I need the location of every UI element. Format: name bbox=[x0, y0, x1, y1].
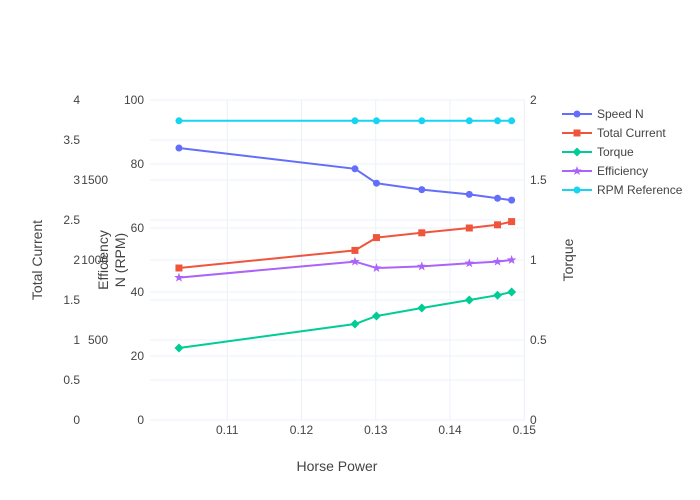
speed-tick-label: 500 bbox=[88, 333, 108, 347]
x-axis-title: Horse Power bbox=[297, 458, 378, 474]
series-total-current bbox=[175, 218, 516, 272]
current-tick-label: 1 bbox=[73, 333, 80, 347]
data-point bbox=[175, 117, 183, 125]
legend-item[interactable]: Efficiency bbox=[562, 164, 648, 178]
torque-tick-label: 2 bbox=[530, 93, 537, 107]
data-point bbox=[465, 190, 473, 198]
current-tick-label: 0 bbox=[73, 413, 80, 427]
legend-marker bbox=[572, 147, 582, 157]
legend-label: Torque bbox=[597, 145, 634, 159]
x-tick-label: 0.13 bbox=[364, 423, 388, 437]
data-point bbox=[418, 229, 426, 237]
torque-axis-title: Torque bbox=[560, 238, 576, 281]
series-torque bbox=[174, 287, 517, 353]
data-point bbox=[351, 165, 359, 173]
data-point bbox=[464, 295, 474, 305]
legend-label: RPM Reference bbox=[597, 183, 683, 197]
legend-item[interactable]: Total Current bbox=[562, 126, 666, 140]
data-point bbox=[351, 246, 359, 254]
data-point bbox=[492, 256, 503, 266]
legend-label: Speed N bbox=[597, 107, 644, 121]
data-point bbox=[494, 194, 502, 202]
data-point bbox=[464, 258, 475, 268]
current-tick-label: 3.5 bbox=[63, 133, 80, 147]
data-point bbox=[372, 179, 380, 187]
data-point bbox=[417, 303, 427, 313]
data-point bbox=[508, 196, 516, 204]
data-point bbox=[506, 255, 517, 265]
data-point bbox=[351, 117, 359, 125]
series-efficiency bbox=[174, 255, 517, 282]
data-point bbox=[494, 221, 502, 229]
data-point bbox=[507, 287, 517, 297]
legend-marker bbox=[573, 186, 581, 194]
current-tick-label: 2.5 bbox=[63, 213, 80, 227]
current-tick-label: 4 bbox=[73, 93, 80, 107]
data-point bbox=[418, 117, 426, 125]
data-point bbox=[174, 272, 184, 282]
efficiency-tick-label: 100 bbox=[124, 93, 144, 107]
x-tick-label: 0.14 bbox=[438, 423, 462, 437]
legend-item[interactable]: Torque bbox=[562, 145, 634, 159]
data-point bbox=[174, 343, 184, 353]
current-tick-label: 1.5 bbox=[63, 293, 80, 307]
legend-item[interactable]: RPM Reference bbox=[562, 183, 683, 197]
speed-tick-label: 1000 bbox=[81, 253, 108, 267]
data-point bbox=[417, 261, 427, 271]
data-point bbox=[494, 117, 502, 125]
legend-label: Total Current bbox=[597, 126, 666, 140]
data-point bbox=[371, 263, 382, 273]
speed-axis-title: N (RPM) bbox=[112, 233, 128, 287]
axes: 0.11 0.12 0.13 0.14 0.1502040608010050010001… bbox=[29, 93, 576, 437]
efficiency-tick-label: 40 bbox=[131, 285, 145, 299]
legend-marker bbox=[573, 110, 581, 118]
current-axis-title: Total Current bbox=[29, 220, 45, 300]
data-point bbox=[350, 319, 360, 329]
data-point bbox=[372, 117, 380, 125]
data-point bbox=[175, 144, 183, 152]
legend-label: Efficiency bbox=[597, 164, 648, 178]
efficiency-tick-label: 80 bbox=[131, 157, 145, 171]
torque-tick-label: 1 bbox=[530, 253, 537, 267]
data-point bbox=[371, 311, 381, 321]
x-tick-label: 0.12 bbox=[290, 423, 314, 437]
legend-item[interactable]: Speed N bbox=[562, 107, 644, 121]
current-tick-label: 0.5 bbox=[63, 373, 80, 387]
series-speed-n bbox=[175, 144, 516, 204]
legend-marker bbox=[572, 166, 582, 176]
speed-tick-label: 1500 bbox=[81, 173, 108, 187]
series-layer bbox=[174, 117, 517, 353]
data-point bbox=[465, 224, 473, 232]
x-tick-label: 0.15 bbox=[513, 423, 537, 437]
efficiency-tick-label: 0 bbox=[137, 413, 144, 427]
torque-tick-label: 0.5 bbox=[530, 333, 547, 347]
series-rpm-reference bbox=[175, 117, 516, 125]
series-line bbox=[178, 220, 512, 269]
efficiency-tick-label: 60 bbox=[131, 221, 145, 235]
series-line bbox=[178, 147, 512, 202]
efficiency-tick-label: 20 bbox=[131, 349, 145, 363]
efficiency-axis-title: Efficiency bbox=[95, 230, 111, 290]
current-tick-label: 3 bbox=[73, 173, 80, 187]
legend[interactable]: Speed N Total Current Torque Efficiency RPM … bbox=[562, 107, 683, 197]
x-tick-label: 0.11 bbox=[216, 423, 239, 437]
data-point bbox=[175, 264, 183, 272]
data-point bbox=[372, 234, 380, 242]
data-point bbox=[508, 218, 516, 226]
grid bbox=[150, 99, 525, 421]
data-point bbox=[493, 290, 503, 300]
data-point bbox=[350, 256, 360, 266]
data-point bbox=[465, 117, 473, 125]
legend-marker bbox=[573, 129, 581, 137]
torque-tick-label: 0 bbox=[530, 413, 537, 427]
data-point bbox=[418, 186, 426, 194]
data-point bbox=[508, 117, 516, 125]
current-tick-label: 2 bbox=[73, 253, 80, 267]
torque-tick-label: 1.5 bbox=[530, 173, 547, 187]
